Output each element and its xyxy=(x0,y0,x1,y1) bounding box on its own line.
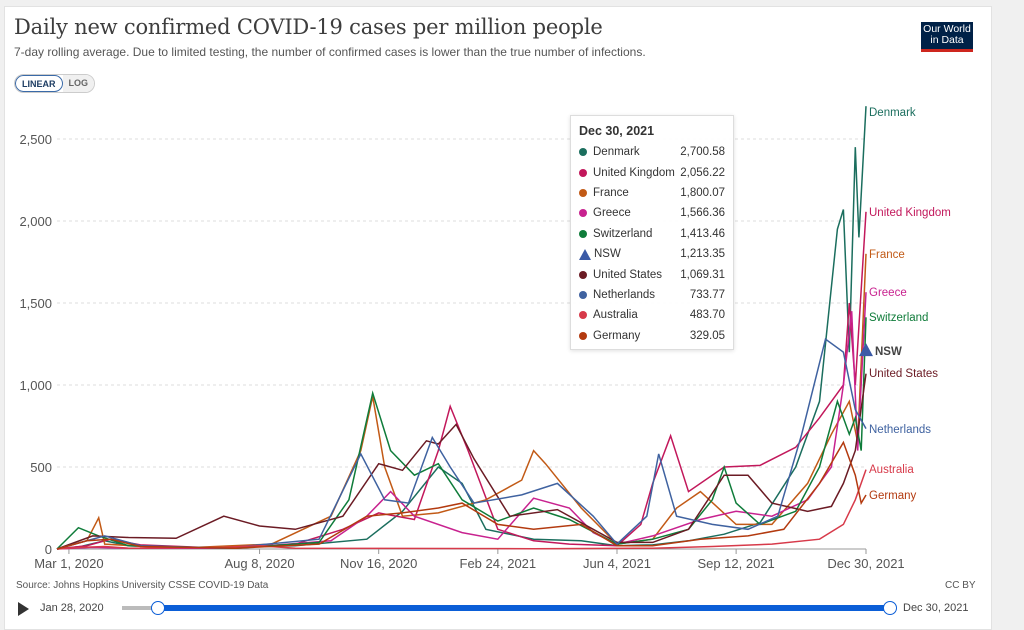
timeline-start-label: Jan 28, 2020 xyxy=(40,602,104,614)
tooltip-row: United Kingdom 2,056.22 xyxy=(571,162,733,182)
hover-tooltip: Dec 30, 2021 Denmark 2,700.58 United Kingd… xyxy=(570,115,734,350)
x-tick-label: Mar 1, 2020 xyxy=(34,556,103,571)
y-tick-label: 2,500 xyxy=(19,132,52,147)
end-label-denmark: Denmark xyxy=(869,107,916,119)
log-scale-button[interactable]: LOG xyxy=(62,75,94,92)
triangle-icon xyxy=(579,248,591,260)
timeline-track[interactable] xyxy=(122,606,158,610)
timeline-selected-range[interactable] xyxy=(158,605,890,611)
tooltip-date: Dec 30, 2021 xyxy=(579,124,655,138)
x-tick-label: Jun 4, 2021 xyxy=(583,556,651,571)
y-tick-label: 1,500 xyxy=(19,296,52,311)
tooltip-series-name: Greece xyxy=(593,207,631,220)
end-label-greece: Greece xyxy=(869,287,907,299)
tooltip-series-value: 2,700.58 xyxy=(680,146,725,159)
x-axis-ticks: Mar 1, 2020 Aug 8, 2020 Nov 16, 2020 Feb 24… xyxy=(34,549,905,571)
tooltip-series-name: NSW xyxy=(594,248,621,261)
x-tick-label: Nov 16, 2020 xyxy=(340,556,417,571)
timeline-start-handle[interactable] xyxy=(151,601,165,615)
tooltip-row: France 1,800.07 xyxy=(571,183,733,203)
series-dot-icon xyxy=(579,331,587,340)
tooltip-row: Germany 329.05 xyxy=(571,326,733,346)
series-dot-icon xyxy=(579,148,587,157)
tooltip-row: Greece 1,566.36 xyxy=(571,203,733,223)
y-tick-label: 0 xyxy=(45,542,52,557)
tooltip-row: Switzerland 1,413.46 xyxy=(571,224,733,244)
tooltip-series-value: 329.05 xyxy=(689,329,725,342)
series-line-germany xyxy=(56,440,867,550)
tooltip-series-name: United Kingdom xyxy=(593,166,675,179)
series-dot-icon xyxy=(579,209,587,218)
end-label-united-states: United States xyxy=(869,368,938,380)
tooltip-series-value: 2,056.22 xyxy=(680,166,725,179)
y-tick-label: 500 xyxy=(30,460,52,475)
tooltip-series-name: Netherlands xyxy=(593,288,656,301)
tooltip-series-value: 1,069.31 xyxy=(680,268,725,281)
tooltip-series-value: 1,413.46 xyxy=(680,227,725,240)
x-tick-label: Feb 24, 2021 xyxy=(460,556,537,571)
scale-toggle: LINEAR LOG xyxy=(14,74,95,93)
line-chart[interactable]: 0 500 1,000 1,500 2,000 2,500 Mar 1, 2020 Aug … xyxy=(0,0,1024,600)
tooltip-series-value: 1,213.35 xyxy=(680,248,725,261)
x-tick-label: Aug 8, 2020 xyxy=(224,556,294,571)
tooltip-series-value: 483.70 xyxy=(689,309,725,322)
timeline-end-handle[interactable] xyxy=(883,601,897,615)
logo-line1: Our World xyxy=(923,23,971,35)
tooltip-row: Australia 483.70 xyxy=(571,305,733,325)
series-dot-icon xyxy=(579,168,587,177)
grid-lines xyxy=(57,138,866,550)
end-label-germany: Germany xyxy=(869,490,917,502)
series-dot-icon xyxy=(579,290,587,299)
chart-subtitle: 7-day rolling average. Due to limited te… xyxy=(14,45,646,59)
license-link[interactable]: CC BY xyxy=(945,580,976,591)
y-tick-label: 2,000 xyxy=(19,214,52,229)
tooltip-series-name: Australia xyxy=(593,309,638,322)
series-dot-icon xyxy=(579,270,587,279)
nsw-marker xyxy=(859,343,873,357)
tooltip-row: Netherlands 733.77 xyxy=(571,285,733,305)
source-note[interactable]: Source: Johns Hopkins University CSSE CO… xyxy=(16,580,269,591)
timeline-end-label: Dec 30, 2021 xyxy=(903,602,969,614)
series-line-netherlands xyxy=(56,337,867,550)
end-label-nsw: NSW xyxy=(875,346,902,358)
series-line-denmark xyxy=(56,106,867,550)
tooltip-series-value: 733.77 xyxy=(689,288,725,301)
tooltip-row: Denmark 2,700.58 xyxy=(571,142,733,162)
tooltip-row: United States 1,069.31 xyxy=(571,264,733,284)
series-lines xyxy=(56,106,873,550)
chart-title: Daily new confirmed COVID-19 cases per m… xyxy=(14,15,603,39)
series-line-australia xyxy=(56,469,867,550)
series-line-switzerland xyxy=(56,317,867,550)
tooltip-series-name: Denmark xyxy=(593,146,640,159)
logo-line2: in Data xyxy=(930,34,964,46)
tooltip-series-name: Switzerland xyxy=(593,227,653,240)
tooltip-series-name: Germany xyxy=(593,329,641,342)
x-tick-label: Dec 30, 2021 xyxy=(827,556,904,571)
play-icon[interactable] xyxy=(18,602,29,616)
series-line-france xyxy=(56,253,867,550)
series-dot-icon xyxy=(579,311,587,320)
tooltip-series-value: 1,566.36 xyxy=(680,207,725,220)
y-tick-label: 1,000 xyxy=(19,378,52,393)
tooltip-row: NSW 1,213.35 xyxy=(571,244,733,264)
tooltip-series-name: France xyxy=(593,186,629,199)
y-axis-ticks: 0 500 1,000 1,500 2,000 2,500 xyxy=(19,132,52,557)
end-label-australia: Australia xyxy=(869,464,914,476)
series-line-united-states xyxy=(56,373,867,550)
x-tick-label: Sep 12, 2021 xyxy=(697,556,774,571)
end-label-netherlands: Netherlands xyxy=(869,424,931,436)
series-dot-icon xyxy=(579,229,587,238)
end-label-switzerland: Switzerland xyxy=(869,312,928,324)
series-dot-icon xyxy=(579,188,587,197)
chart-card xyxy=(4,6,992,630)
end-label-france: France xyxy=(869,249,905,261)
tooltip-series-value: 1,800.07 xyxy=(680,186,725,199)
owid-logo[interactable]: Our World in Data xyxy=(921,22,973,52)
linear-scale-button[interactable]: LINEAR xyxy=(15,75,63,92)
end-labels: Denmark United Kingdom France Greece Switzer… xyxy=(869,107,951,502)
tooltip-series-name: United States xyxy=(593,268,663,281)
end-label-united-kingdom: United Kingdom xyxy=(869,207,951,219)
